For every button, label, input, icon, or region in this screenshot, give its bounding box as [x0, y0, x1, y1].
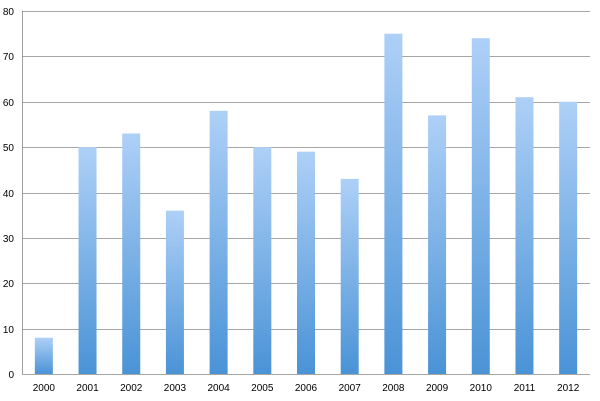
- x-tick-label: 2009: [426, 383, 449, 394]
- y-tick-label: 80: [3, 7, 15, 18]
- bar-2011: [515, 97, 534, 375]
- bar-2000: [34, 337, 53, 374]
- bar-2003: [165, 210, 184, 374]
- x-tick-label: 2002: [120, 383, 143, 394]
- bar-2012: [559, 101, 578, 374]
- x-tick-label: 2001: [76, 383, 99, 394]
- bar-2010: [471, 38, 490, 374]
- y-tick-label: 40: [3, 189, 15, 200]
- bars: [34, 33, 578, 375]
- y-tick-label: 10: [3, 325, 15, 336]
- bar-2007: [340, 178, 359, 374]
- bar-2006: [297, 151, 315, 374]
- x-tick-label: 2006: [295, 383, 318, 394]
- y-axis-ticks: 0 10 20 30 40 50 60 70 80: [3, 7, 15, 381]
- bar-2008: [384, 33, 403, 374]
- x-axis-ticks: 2000 2001 2002 2003 2004 2005 2006 2007 2008 2009…: [33, 383, 580, 394]
- x-tick-label: 2010: [470, 383, 493, 394]
- x-tick-label: 2012: [557, 383, 580, 394]
- bar-2004: [209, 110, 228, 374]
- bar-2005: [253, 147, 272, 374]
- bar-2009: [428, 115, 447, 375]
- bar-2002: [122, 133, 141, 374]
- bar-2001: [78, 147, 97, 374]
- x-tick-label: 2011: [514, 383, 536, 394]
- y-tick-label: 0: [8, 370, 14, 381]
- y-tick-label: 30: [3, 234, 15, 245]
- x-tick-label: 2005: [251, 383, 274, 394]
- x-tick-label: 2003: [164, 383, 187, 394]
- y-tick-label: 50: [3, 143, 15, 154]
- x-tick-label: 2008: [382, 383, 405, 394]
- y-tick-label: 20: [3, 279, 15, 290]
- x-tick-label: 2007: [339, 383, 362, 394]
- y-tick-label: 60: [3, 98, 15, 109]
- x-tick-label: 2000: [33, 383, 56, 394]
- y-tick-label: 70: [3, 52, 15, 63]
- x-tick-label: 2004: [207, 383, 230, 394]
